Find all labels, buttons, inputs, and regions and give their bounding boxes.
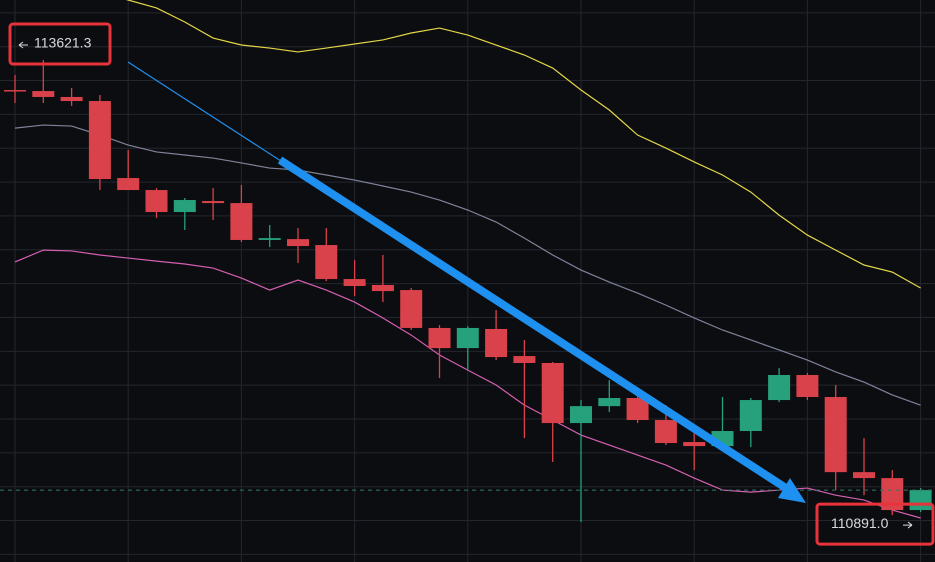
candle-body	[739, 400, 762, 432]
low-label-box	[815, 502, 935, 546]
candle-body	[343, 279, 366, 286]
trend-arrow-head	[778, 478, 806, 503]
candle-body	[428, 327, 451, 349]
candle-body	[88, 101, 111, 180]
high-label: 113621.3	[34, 35, 92, 51]
candle-body	[32, 91, 55, 97]
left-arrow-icon	[18, 41, 28, 49]
candle-body	[485, 328, 508, 358]
right-arrow-icon	[903, 521, 913, 529]
candle-body	[654, 420, 677, 444]
candle-body	[853, 472, 875, 479]
candle-body	[796, 375, 819, 398]
candle-body	[541, 362, 564, 424]
candles	[0, 60, 935, 523]
candle-body	[456, 327, 479, 349]
candle-body	[400, 290, 423, 328]
low-label: 110891.0	[831, 515, 889, 531]
candle-body	[145, 190, 168, 213]
candle-body	[768, 375, 791, 401]
high-label-box	[8, 22, 112, 66]
candle-body	[202, 201, 225, 204]
band-line	[14, 124, 921, 406]
candle-body	[117, 178, 140, 191]
trend-arrow-shaft	[277, 156, 795, 496]
candle-body	[4, 90, 26, 92]
candle-body	[230, 203, 253, 240]
candle-body	[513, 356, 536, 363]
candle-body	[909, 490, 932, 511]
band-line	[125, 0, 921, 289]
candle-body	[598, 398, 621, 407]
candle-body	[258, 238, 281, 240]
labels: 113621.3 110891.0	[8, 22, 935, 546]
candle-body	[173, 200, 196, 213]
candle-body	[371, 284, 394, 292]
candle-body	[287, 239, 309, 247]
overlay	[127, 61, 806, 503]
candle-body	[683, 442, 706, 447]
candle-body	[315, 245, 338, 280]
candle-body	[881, 478, 904, 511]
candle-body	[626, 398, 649, 421]
candle-body	[824, 397, 847, 473]
candle-body	[570, 406, 592, 424]
candle-body	[60, 96, 83, 102]
